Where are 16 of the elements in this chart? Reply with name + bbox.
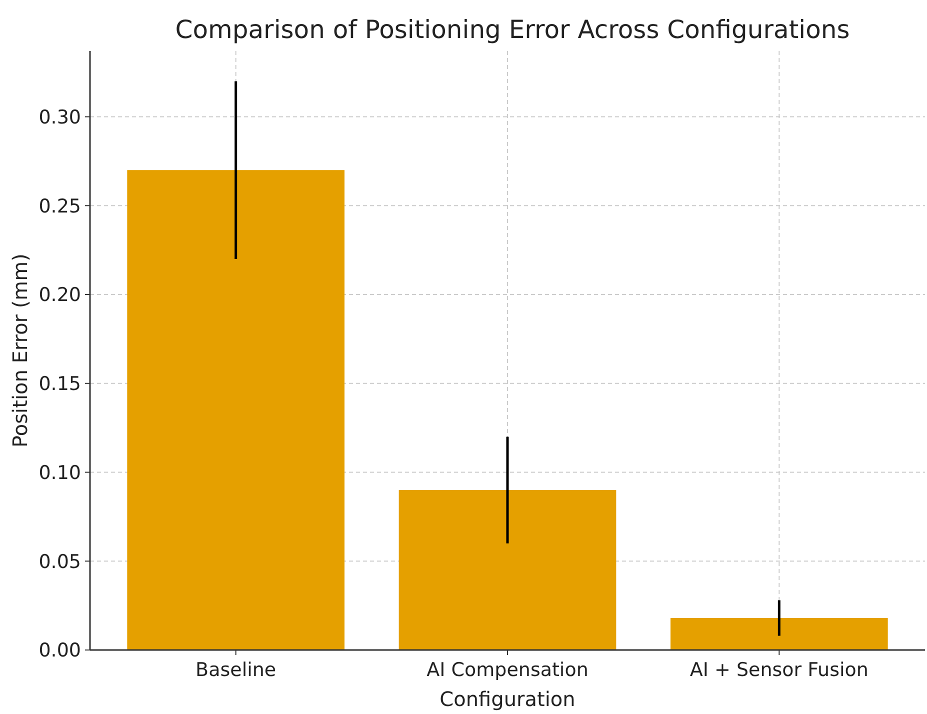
x-tick-label: AI + Sensor Fusion bbox=[690, 659, 868, 681]
x-tick-label: Baseline bbox=[196, 659, 276, 681]
y-tick-label: 0.00 bbox=[38, 640, 81, 662]
y-tick-label: 0.25 bbox=[38, 195, 81, 218]
bar bbox=[127, 170, 344, 650]
chart-title: Comparison of Positioning Error Across Configurations bbox=[175, 15, 850, 44]
y-tick-label: 0.15 bbox=[38, 373, 81, 396]
y-tick-label: 0.05 bbox=[38, 550, 81, 573]
y-tick-label: 0.10 bbox=[38, 462, 81, 484]
y-axis-title: Position Error (mm) bbox=[8, 254, 32, 448]
x-axis-title: Configuration bbox=[440, 687, 576, 711]
y-tick-label: 0.20 bbox=[38, 284, 81, 306]
y-tick-label: 0.30 bbox=[38, 106, 81, 128]
bar bbox=[670, 618, 888, 650]
bar bbox=[398, 490, 616, 650]
x-tick-label: AI Compensation bbox=[426, 659, 588, 681]
